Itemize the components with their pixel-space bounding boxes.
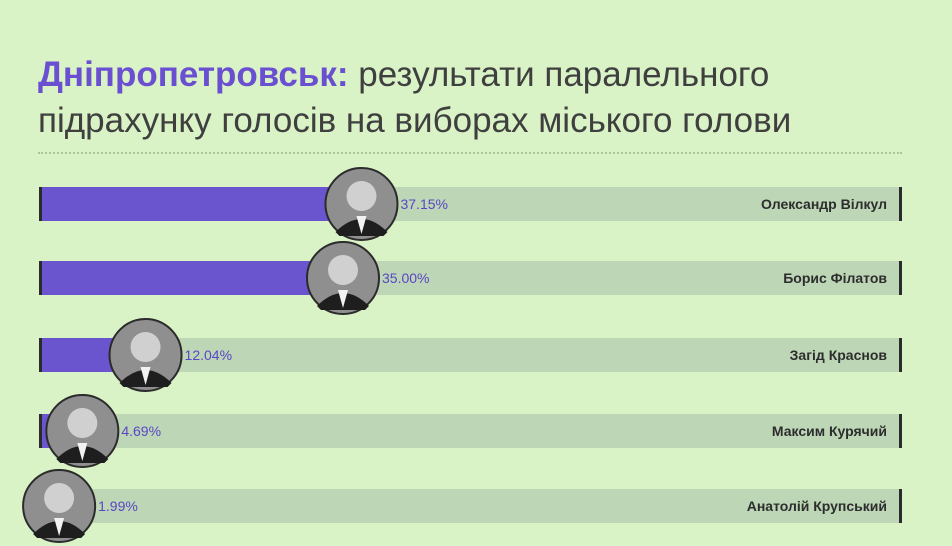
- bar-value-label: 35.00%: [382, 270, 429, 286]
- bar-left-edge: [39, 187, 42, 221]
- bar-right-edge: [899, 338, 902, 372]
- bar-left-edge: [39, 338, 42, 372]
- bar-category-label: Борис Філатов: [783, 270, 887, 286]
- bar-row: 37.15% Олександр Вілкул: [39, 167, 902, 241]
- bar-category-label: Анатолій Крупський: [747, 498, 887, 514]
- bar-value-label: 4.69%: [121, 423, 161, 439]
- bar-category-label: Загід Краснов: [790, 347, 888, 363]
- bar-row: 1.99% Анатолій Крупський: [22, 469, 902, 543]
- bar-row: 12.04% Загід Краснов: [39, 318, 902, 392]
- bar-track: [40, 338, 900, 372]
- chart-title-city: Дніпропетровськ:: [38, 55, 349, 94]
- avatar: [306, 241, 380, 315]
- bar-category-label: Олександр Вілкул: [761, 196, 887, 212]
- chart-title-rest: результати паралельного підрахунку голос…: [38, 55, 792, 140]
- bar: [40, 187, 360, 221]
- avatar: [108, 318, 183, 392]
- bar: [40, 261, 341, 295]
- avatar: [45, 394, 120, 468]
- bar-track: [40, 414, 900, 448]
- bar-value-label: 37.15%: [400, 196, 447, 212]
- title-divider: [38, 152, 902, 154]
- bar-track: [40, 489, 900, 523]
- chart-title: Дніпропетровськ: результати паралельного…: [38, 52, 918, 144]
- bar-row: 35.00% Борис Філатов: [39, 241, 902, 315]
- bar-row: 4.69% Максим Курячий: [39, 394, 902, 468]
- bar-category-label: Максим Курячий: [772, 423, 887, 439]
- bar-left-edge: [39, 414, 42, 448]
- avatar: [324, 167, 399, 241]
- bar-value-label: 12.04%: [185, 347, 232, 363]
- avatar: [22, 469, 97, 543]
- bar-value-label: 1.99%: [98, 498, 138, 514]
- bar-right-edge: [899, 414, 902, 448]
- bar-right-edge: [899, 489, 902, 523]
- bar-right-edge: [899, 187, 902, 221]
- bar-left-edge: [39, 261, 42, 295]
- bar-right-edge: [899, 261, 902, 295]
